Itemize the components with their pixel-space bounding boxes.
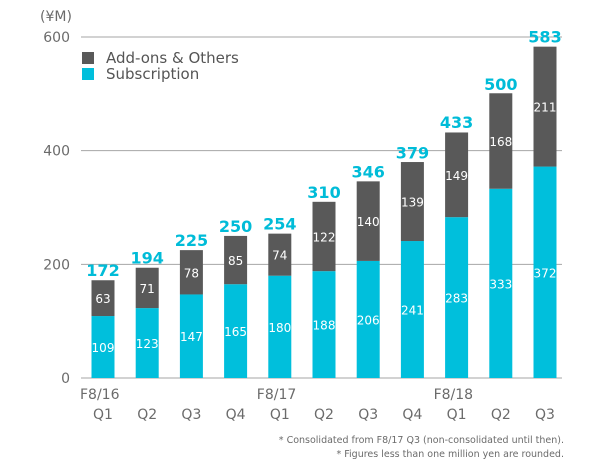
bar-segment-subscription — [179, 294, 203, 378]
bar-segment-addons — [400, 162, 424, 242]
segment-label-addons: 149 — [445, 169, 468, 183]
bar-segment-addons — [91, 280, 115, 317]
segment-label-addons: 71 — [140, 282, 155, 296]
fiscal-year-label: F8/18 — [434, 387, 474, 403]
x-axis-labels: F8/16 Q1 Q2 Q3 Q4 F8/17 Q1 Q2 Q3 Q4 F8/18 Q1 Q2 Q3 — [80, 387, 555, 423]
quarter-label: Q1 — [93, 407, 113, 423]
legend-label-subscription: Subscription — [106, 65, 199, 83]
quarter-label: Q4 — [402, 407, 422, 423]
segment-label-addons: 78 — [184, 266, 199, 280]
segment-label-subscription: 109 — [92, 341, 115, 355]
segment-label-addons: 85 — [228, 254, 243, 268]
bar-segment-subscription — [445, 217, 469, 378]
total-label: 250 — [219, 217, 252, 236]
fiscal-year-label: F8/17 — [257, 387, 297, 403]
quarter-label: Q2 — [137, 407, 157, 423]
y-tick-label: 200 — [43, 257, 70, 273]
segment-label-subscription: 241 — [401, 304, 424, 318]
segment-label-subscription: 283 — [445, 292, 468, 306]
bar-segment-subscription — [400, 241, 424, 378]
legend-swatch-addons — [82, 52, 94, 64]
bar-segment-addons — [224, 235, 248, 285]
bar-segment-subscription — [224, 284, 248, 378]
bar-segment-subscription — [91, 316, 115, 378]
bar-segment-addons — [135, 267, 159, 309]
quarter-label: Q3 — [358, 407, 378, 423]
segment-label-addons: 63 — [95, 292, 110, 306]
segment-label-subscription: 123 — [136, 337, 159, 351]
total-label: 254 — [263, 215, 296, 234]
total-label: 379 — [396, 144, 429, 163]
footnote-rounding: * Figures less than one million yen are … — [336, 449, 565, 460]
segment-label-addons: 74 — [272, 249, 287, 263]
segment-label-addons: 140 — [357, 215, 380, 229]
y-tick-label: 0 — [61, 371, 70, 387]
segment-label-subscription: 206 — [357, 313, 380, 327]
quarter-label: Q1 — [270, 407, 290, 423]
bar-segment-addons — [533, 46, 557, 167]
fiscal-year-label: F8/16 — [80, 387, 120, 403]
quarter-label: Q2 — [491, 407, 511, 423]
quarter-label: Q3 — [535, 407, 555, 423]
bar-segment-subscription — [312, 271, 336, 378]
quarter-label: Q1 — [447, 407, 467, 423]
segment-label-addons: 139 — [401, 196, 424, 210]
bar-segment-subscription — [489, 188, 513, 378]
total-label: 310 — [307, 183, 340, 202]
quarter-label: Q3 — [181, 407, 201, 423]
segment-label-subscription: 333 — [489, 277, 512, 291]
segment-label-subscription: 180 — [268, 321, 291, 335]
segment-label-subscription: 147 — [180, 330, 203, 344]
quarter-label: Q4 — [226, 407, 246, 423]
y-tick-label: 600 — [43, 30, 70, 46]
segment-label-addons: 168 — [489, 135, 512, 149]
y-tick-label: 400 — [43, 144, 70, 160]
segment-label-addons: 211 — [534, 101, 557, 115]
bar-segment-subscription — [533, 166, 557, 378]
total-label: 500 — [484, 75, 517, 94]
legend: Add-ons & Others Subscription — [82, 49, 239, 83]
total-label: 194 — [130, 249, 163, 268]
bars: 109 63 172 123 71 194 147 78 225 165 85 250 180 74 254… — [86, 28, 562, 378]
bar-segment-addons — [268, 233, 292, 276]
bar-segment-addons — [489, 93, 513, 189]
segment-label-addons: 122 — [313, 230, 336, 244]
legend-label-addons: Add-ons & Others — [106, 49, 239, 67]
y-axis-ticks: 0 200 400 600 — [43, 30, 70, 387]
bar-segment-addons — [445, 132, 469, 218]
bar-segment-addons — [356, 181, 380, 261]
bar-segment-addons — [179, 250, 203, 295]
bar-segment-subscription — [135, 308, 159, 378]
bar-segment-addons — [312, 201, 336, 272]
legend-swatch-subscription — [82, 68, 94, 80]
segment-label-subscription: 188 — [313, 319, 336, 333]
total-label: 583 — [528, 28, 561, 47]
segment-label-subscription: 165 — [224, 325, 247, 339]
bar-segment-subscription — [268, 275, 292, 378]
footnote-consolidated: * Consolidated from F8/17 Q3 (non-consol… — [278, 435, 564, 446]
quarter-label: Q2 — [314, 407, 334, 423]
total-label: 172 — [86, 261, 119, 280]
bar-segment-subscription — [356, 260, 380, 378]
total-label: 433 — [440, 113, 473, 132]
y-axis-unit-label: (¥M) — [40, 9, 72, 25]
total-label: 225 — [175, 231, 208, 250]
total-label: 346 — [351, 162, 384, 181]
segment-label-subscription: 372 — [534, 266, 557, 280]
